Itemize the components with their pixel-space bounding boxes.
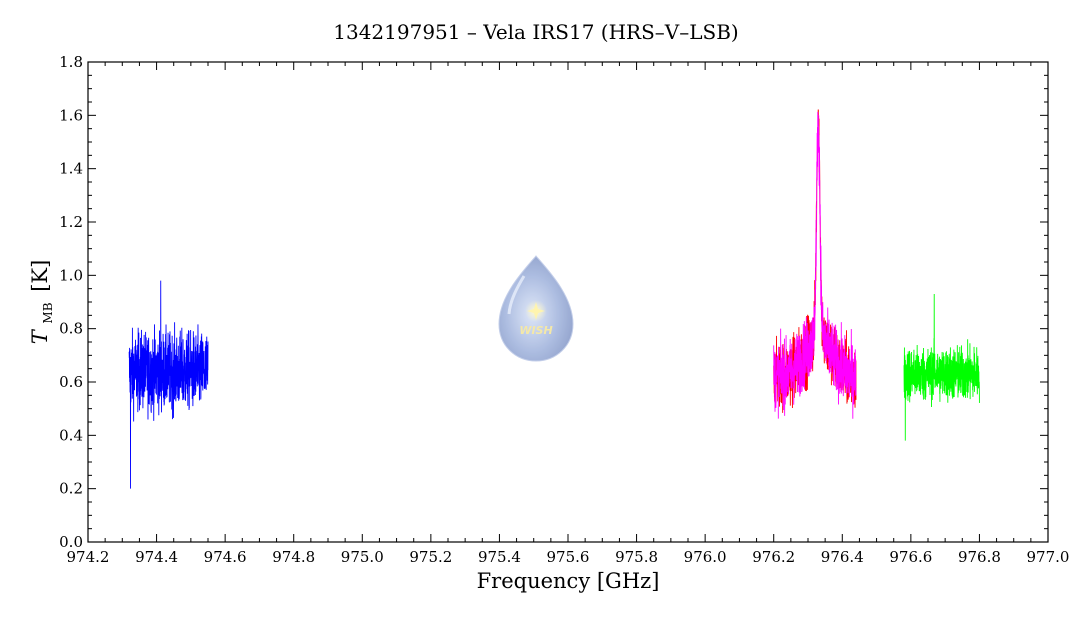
series-line-3 (773, 111, 857, 419)
series-line-4 (903, 293, 980, 441)
y-tick-label: 0.6 (59, 373, 83, 391)
y-axis-unit: [K] (28, 260, 52, 292)
x-tick-label: 977.0 (1027, 548, 1070, 566)
y-tick-label: 1.6 (59, 106, 83, 124)
x-tick-label: 976.0 (684, 548, 727, 566)
x-tick-label: 976.2 (752, 548, 795, 566)
x-tick-label: 974.2 (67, 548, 110, 566)
wish-logo: WISH (498, 255, 574, 362)
x-tick-label: 975.6 (547, 548, 590, 566)
x-tick-label: 975.4 (478, 548, 521, 566)
x-tick-label: 974.4 (135, 548, 178, 566)
x-tick-label: 975.0 (341, 548, 384, 566)
x-tick-label: 974.6 (204, 548, 247, 566)
x-tick-label: 976.4 (821, 548, 864, 566)
y-axis-symbol: T (28, 328, 52, 344)
svg-text:T MB [K]: T MB [K] (28, 260, 57, 345)
y-axis-title: T MB [K] (28, 260, 57, 345)
x-tick-label: 975.8 (615, 548, 658, 566)
star-icon (527, 302, 545, 320)
y-tick-label: 1.2 (59, 213, 83, 231)
chart-title: 1342197951 – Vela IRS17 (HRS–V–LSB) (333, 20, 738, 44)
y-tick-label: 0.4 (59, 426, 83, 444)
series-line-1 (128, 280, 209, 489)
y-tick-label: 0.2 (59, 480, 83, 498)
plot-area: 974.2 974.4 974.6 974.8 975.0 975.2 975.4 975.6… (59, 53, 1069, 566)
y-tick-label: 0.8 (59, 320, 83, 338)
series-layer (128, 109, 980, 489)
y-tick-label: 0.0 (59, 533, 83, 551)
tick-layer: 974.2 974.4 974.6 974.8 975.0 975.2 975.4 975.6… (59, 53, 1069, 566)
y-tick-label: 1.8 (59, 53, 83, 71)
x-tick-label: 974.8 (272, 548, 315, 566)
y-tick-label: 1.0 (59, 266, 83, 284)
x-tick-label: 975.2 (409, 548, 452, 566)
x-tick-label: 976.8 (958, 548, 1001, 566)
logo-text: WISH (519, 324, 552, 337)
y-axis-subscript: MB (41, 302, 55, 323)
x-tick-label: 976.6 (889, 548, 932, 566)
y-tick-label: 1.4 (59, 160, 83, 178)
x-axis-title: Frequency [GHz] (477, 569, 660, 593)
